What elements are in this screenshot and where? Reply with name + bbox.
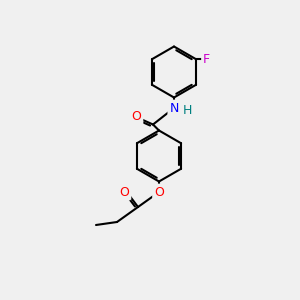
- Text: N: N: [169, 101, 179, 115]
- Text: F: F: [203, 53, 210, 66]
- Text: O: O: [154, 185, 164, 199]
- Text: O: O: [120, 185, 129, 199]
- Text: H: H: [183, 104, 192, 118]
- Text: O: O: [132, 110, 141, 124]
